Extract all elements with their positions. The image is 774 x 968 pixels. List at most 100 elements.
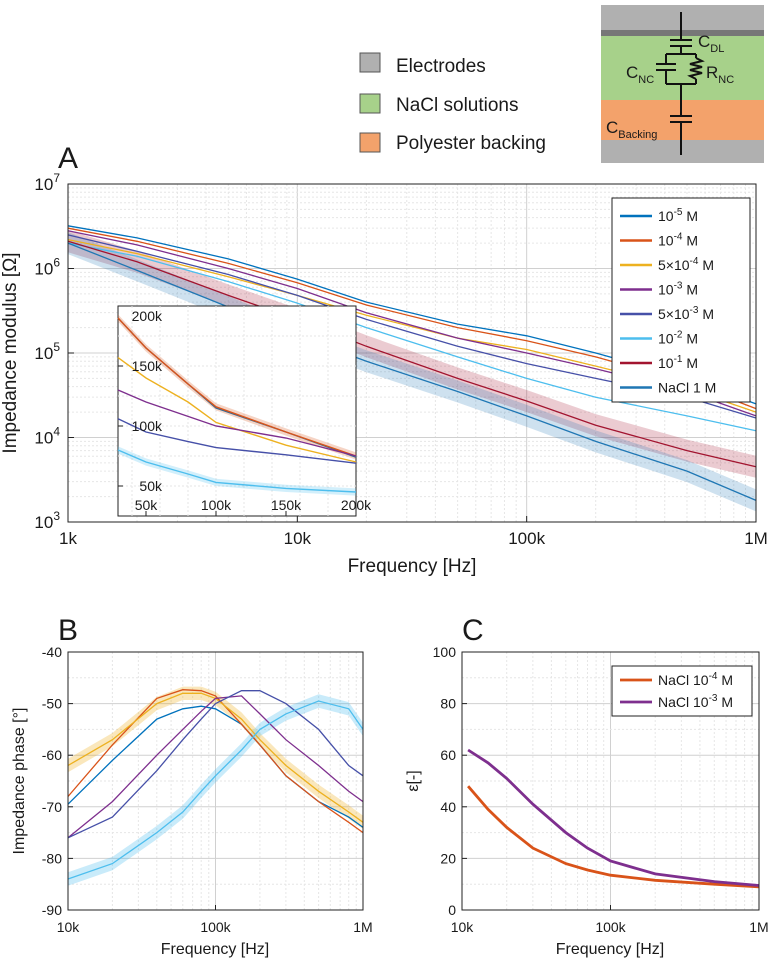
chart-b-band-2 [68,686,363,829]
chart-b-ytick-label: -70 [42,799,62,815]
chart-a-legend-label: 10-5 M [658,207,698,224]
chart-c-ytick-label: 80 [440,696,456,712]
legend-label-nacl: NaCl solutions [396,95,519,116]
chart-b-xtick-label: 100k [200,919,231,935]
chart-c-series-line-0 [467,785,760,889]
cdl-label: C [698,32,710,51]
chart-b-series-line-2 [67,692,364,823]
chart-c-ticks: 10k 100k 1M 0 20 40 60 80 100 [433,644,769,935]
material-legend: Electrodes NaCl solutions Polyester back… [359,52,546,154]
chart-c-xtick-label: 100k [595,919,626,935]
chart-b-ytick-label: -80 [42,850,62,866]
electrode-top-edge [601,30,764,36]
chart-c-permittivity: 10k 100k 1M 0 20 40 60 80 100 Frequency [Hz] ε[-… [405,644,769,958]
panel-letter-b: B [58,614,78,647]
chart-a-inset: 50k 100k 150k 200k 50k 100k 150k 200k [117,305,372,517]
chart-a-legend-box [611,197,751,403]
chart-a-xlabel: Frequency [Hz] [348,556,477,577]
chart-c-ytick-label: 40 [440,799,456,815]
chart-a-legend-label: 10-4 M [658,232,698,249]
chart-b-ytick-label: -50 [42,696,62,712]
chart-a-legend-label: 10-3 M [658,281,698,298]
chart-a-series-line-6 [67,240,757,468]
inset-xtick-label: 150k [271,497,302,513]
chart-a-legend-label: 10-2 M [658,330,698,347]
chart-a-legend-label: 10-1 M [658,354,698,371]
chart-a-ytick-label: 104 [34,425,60,448]
chart-b-series-line-1 [67,689,364,834]
panel-letter-a: A [58,142,78,175]
inset-ytick-label: 100k [132,418,163,434]
chart-b-lines [67,689,364,880]
chart-b-xtick-label: 1M [353,919,372,935]
cnc-subscript: NC [638,74,654,86]
chart-a-band-7 [68,232,756,512]
chart-a-legend-label: 5×10-4 M [658,256,714,273]
chart-c-legend-label: NaCl 10-4 M [658,671,733,688]
chart-b-series-line-4 [67,690,364,839]
chart-b-xtick-label: 10k [57,919,81,935]
chart-b-ytick-label: -60 [42,747,62,763]
cnc-label: C [626,63,638,82]
chart-a-impedance-modulus: 1k 10k 100k 1M 103 104 105 106 107 Frequency [Hz… [0,171,768,577]
chart-a-band-6 [68,230,756,478]
inset-ticks: 50k 100k 150k 200k 50k 100k 150k 200k [118,305,372,516]
panel-letter-c: C [462,614,484,647]
chart-a-ytick-label: 106 [34,256,60,279]
chart-b-ytick-label: -40 [42,644,62,660]
chart-a-xtick-label: 100k [508,529,545,548]
legend-swatch-polyester [359,132,381,153]
chart-b-series-line-5 [67,700,364,880]
chart-b-ytick-label: -90 [42,902,62,918]
chart-b-ticks: 10k 100k 1M -90 -80 -70 -60 -50 -40 [42,644,373,935]
legend-label-polyester: Polyester backing [396,133,546,154]
chart-b-band-5 [68,694,363,886]
cbacking-label: C [606,118,618,137]
inset-xtick-label: 50k [135,497,159,513]
inset-lines [117,314,357,496]
inset-series-line-1 [117,317,357,457]
chart-a-ticks: 1k 10k 100k 1M 103 104 105 106 107 [34,171,767,548]
svg-text:RNC: RNC [706,63,734,86]
inset-series-line-5 [117,449,357,493]
chart-a-ytick-label: 107 [34,171,60,194]
rnc-subscript: NC [718,74,734,86]
chart-a-legend: 10-5 M 10-4 M 5×10-4 M 10-3 M 5×10-3 M 10-2 M… [611,197,751,403]
chart-a-ylabel: Impedance modulus [Ω] [0,252,21,453]
chart-c-ytick-label: 60 [440,747,456,763]
inset-series-line-3 [117,389,357,457]
chart-a-series-line-5 [67,242,757,432]
rnc-label: R [706,63,718,82]
chart-c-xtick-label: 1M [749,919,768,935]
chart-c-ytick-label: 100 [433,644,457,660]
legend-swatch-nacl [359,93,381,114]
chart-c-lines [467,748,760,889]
cdl-subscript: DL [710,43,724,55]
chart-b-ylabel: Impedance phase [°] [11,708,28,855]
chart-c-xlabel: Frequency [Hz] [556,941,664,958]
chart-b-bands [68,686,363,886]
chart-a-series-line-7 [67,242,757,501]
backing-layer [601,100,764,140]
chart-a-xtick-label: 10k [284,529,312,548]
svg-text:CNC: CNC [626,63,654,86]
chart-a-ytick-label: 105 [34,340,60,363]
chart-a-xtick-label: 1M [744,529,768,548]
electrode-bottom [601,140,764,163]
legend-swatch-electrodes [359,52,381,73]
chart-a-legend-label: 5×10-3 M [658,305,714,322]
svg-text:CDL: CDL [698,32,724,55]
chart-b-series-line-0 [67,705,364,828]
chart-c-ylabel: ε[-] [405,770,422,791]
electrode-top [601,5,764,31]
inset-ytick-label: 200k [132,308,163,324]
chart-c-ytick-label: 20 [440,850,456,866]
chart-c-legend-box [611,665,753,717]
inset-ytick-label: 150k [132,358,163,374]
chart-c-legend: NaCl 10-4 M NaCl 10-3 M [611,665,753,717]
chart-a-legend-label: NaCl 1 M [658,380,716,396]
chart-c-ytick-label: 0 [448,902,456,918]
cbacking-subscript: Backing [618,129,657,141]
chart-a-bands [68,230,756,512]
chart-b-xlabel: Frequency [Hz] [161,941,269,958]
